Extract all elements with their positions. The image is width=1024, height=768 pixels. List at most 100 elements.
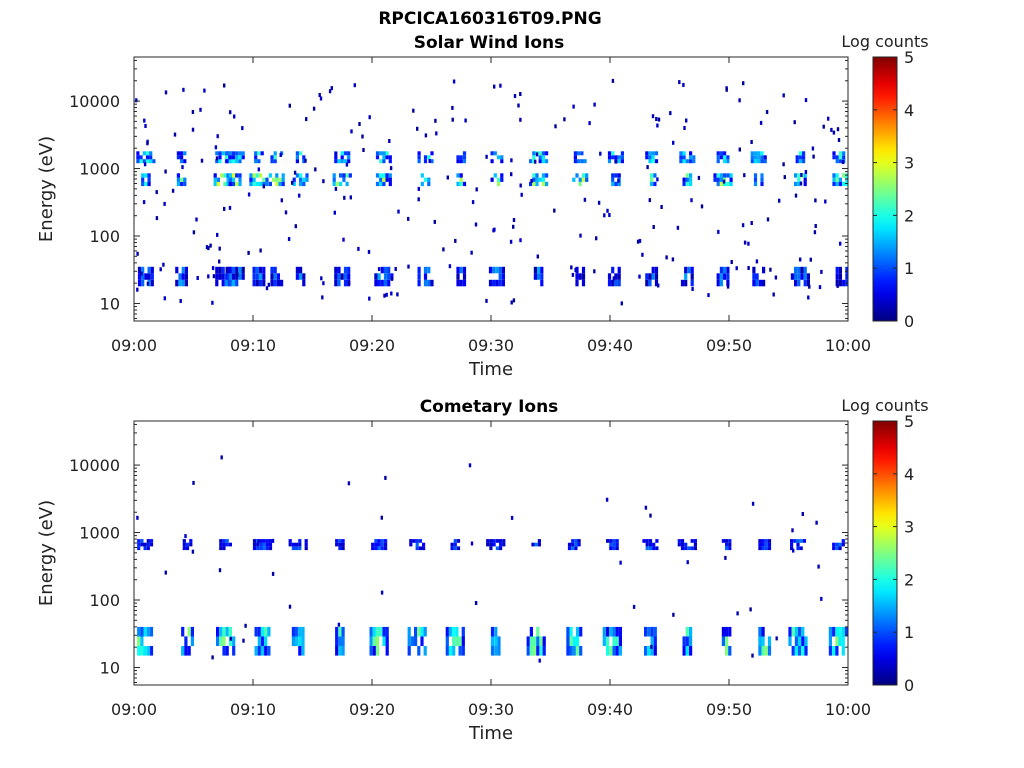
heatmap-cell [519,92,522,96]
heatmap-cell [146,546,150,551]
heatmap-cell [235,151,239,156]
heatmap-cell [231,181,236,187]
heatmap-cell [262,181,266,187]
heatmap-cell [790,546,794,551]
heatmap-cell [791,528,794,533]
heatmap-cell [254,626,258,637]
heatmap-cell [140,626,144,637]
heatmap-cell [255,279,259,287]
heatmap-cell [385,636,389,646]
heatmap-cell [655,539,659,543]
heatmap-cell [723,155,727,160]
heatmap-cell [159,267,162,272]
heatmap-cell [500,155,504,160]
heatmap-cell [499,539,503,543]
heatmap-cell [143,162,147,167]
heatmap-cell [380,279,384,287]
heatmap-cell [835,181,839,187]
heatmap-cell [385,646,389,656]
heatmap-cell [835,542,839,547]
heatmap-cell [184,646,188,656]
heatmap-cell [645,151,649,156]
heatmap-cell [295,159,299,164]
heatmap-cell [338,636,342,646]
heatmap-cell [456,546,461,551]
heatmap-cell [334,279,338,287]
heatmap-cell [273,273,277,280]
heatmap-cell [144,273,148,280]
heatmap-cell [343,151,348,156]
heatmap-cell [211,655,214,660]
heatmap-cell [459,266,463,274]
heatmap-cell [814,224,817,228]
heatmap-cell [492,228,495,233]
heatmap-cell [222,542,226,547]
heatmap-cell [383,266,388,274]
heatmap-cell [225,626,229,637]
colorbar-gradient [872,420,898,686]
heatmap-cell [420,181,424,187]
y-tick-label: 100 [89,591,120,610]
heatmap-cell [369,636,373,646]
heatmap-cell [382,626,386,637]
heatmap-cell [532,151,536,156]
heatmap-cell [379,159,383,164]
heatmap-cell [215,273,219,280]
heatmap-cell [794,193,798,198]
heatmap-cell [275,177,279,182]
colorbar-gradient [872,56,898,322]
heatmap-cell [490,626,495,637]
heatmap-cell [388,139,391,143]
heatmap-cell [716,151,720,156]
heatmap-cell [602,636,606,646]
heatmap-cell [569,626,573,637]
heatmap-cell [189,539,193,543]
heatmap-cell [494,646,498,656]
heatmap-cell [224,155,229,160]
heatmap-cell [252,279,256,287]
heatmap-cell [575,266,579,274]
heatmap-cell [267,646,271,656]
heatmap-cell [377,279,381,287]
heatmap-cell [332,181,336,187]
heatmap-cell [762,279,766,287]
heatmap-cell [337,279,341,287]
heatmap-cell [685,159,689,164]
heatmap-cell [500,177,504,182]
heatmap-cell [757,159,761,164]
heatmap-cell [690,539,694,543]
heatmap-cell [577,151,581,156]
heatmap-cell [291,626,295,637]
heatmap-cell [832,181,836,187]
heatmap-cell [532,173,536,178]
heatmap-cell [262,542,266,547]
heatmap-cell [832,546,836,551]
heatmap-cell [730,260,733,264]
heatmap-cell [462,279,467,287]
heatmap-cell [181,646,185,656]
heatmap-cell [361,134,364,139]
heatmap-cell [242,638,245,643]
heatmap-cell [812,154,815,159]
heatmap-cell [761,546,765,551]
heatmap-cell [835,279,839,287]
heatmap-cell [142,159,146,164]
heatmap-cell [450,546,454,551]
heatmap-cell [689,159,693,164]
heatmap-cell [144,181,148,187]
heatmap-cell [501,279,505,287]
heatmap-cell [838,155,842,160]
heatmap-cell [684,542,688,547]
heatmap-cell [280,279,284,287]
heatmap-cell [529,626,533,637]
heatmap-cell [579,233,582,238]
heatmap-cell [685,181,689,187]
heatmap-cell [767,546,772,551]
heatmap-cell [228,279,232,287]
heatmap-cell [685,646,689,656]
heatmap-cell [375,636,380,646]
heatmap-cell [788,626,792,637]
heatmap-cell [407,264,410,269]
heatmap-cell [764,539,768,543]
heatmap-cell [653,636,657,646]
